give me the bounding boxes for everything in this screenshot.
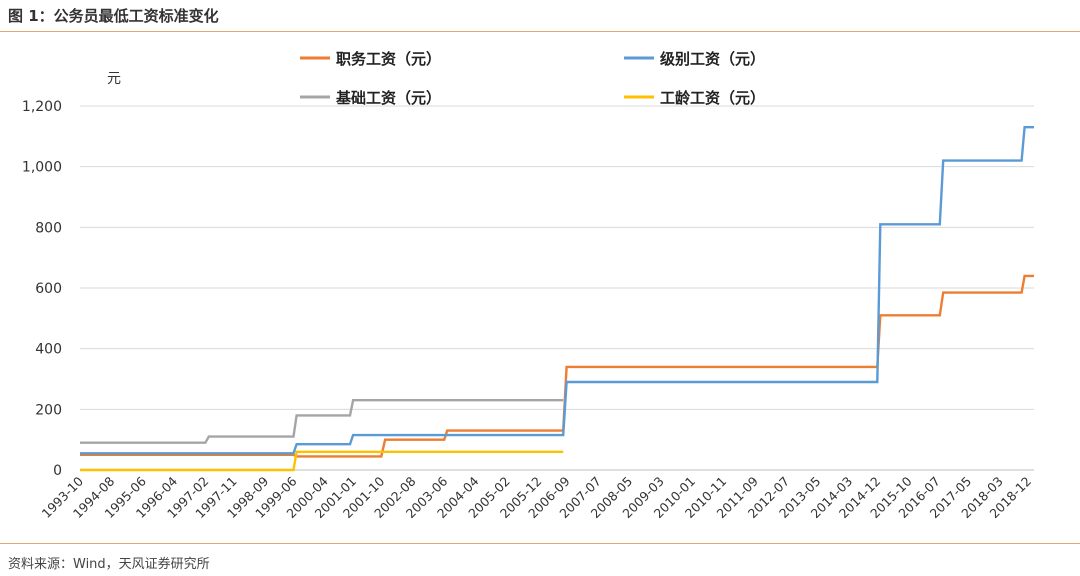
series-line-2 [80,399,564,444]
grid-lines [80,105,1034,410]
wage-step-chart: 02004006008001,0001,2001993-101994-08199… [22,50,1034,521]
y-tick-label: 800 [35,220,62,236]
legend-label-2: 基础工资（元） [335,89,441,107]
series-lines [80,126,1034,472]
y-tick-label: 600 [35,281,62,297]
legend-label-3: 工龄工资（元） [660,89,765,107]
figure-header: 图 1：公务员最低工资标准变化 [0,0,1080,32]
series-line-1 [80,126,1034,455]
source-note: 资料来源：Wind，天风证券研究所 [8,557,210,572]
axes: 02004006008001,0001,2001993-101994-08199… [22,99,1034,521]
y-tick-label: 1,200 [22,99,62,115]
series-line-3 [80,450,564,472]
y-unit-label: 元 [107,71,121,87]
series-line-0 [80,274,1034,458]
legend: 职务工资（元） 级别工资（元） 基础工资（元） 工龄工资（元） [300,50,765,107]
figure-title: 图 1：公务员最低工资标准变化 [8,7,219,25]
legend-label-0: 职务工资（元） [336,50,441,68]
y-tick-label: 1,000 [22,160,62,176]
y-tick-label: 0 [53,463,62,479]
y-tick-label: 200 [35,402,62,418]
y-tick-label: 400 [35,342,62,358]
legend-label-1: 级别工资（元） [660,50,765,68]
figure-footer: 资料来源：Wind，天风证券研究所 [0,543,1080,576]
